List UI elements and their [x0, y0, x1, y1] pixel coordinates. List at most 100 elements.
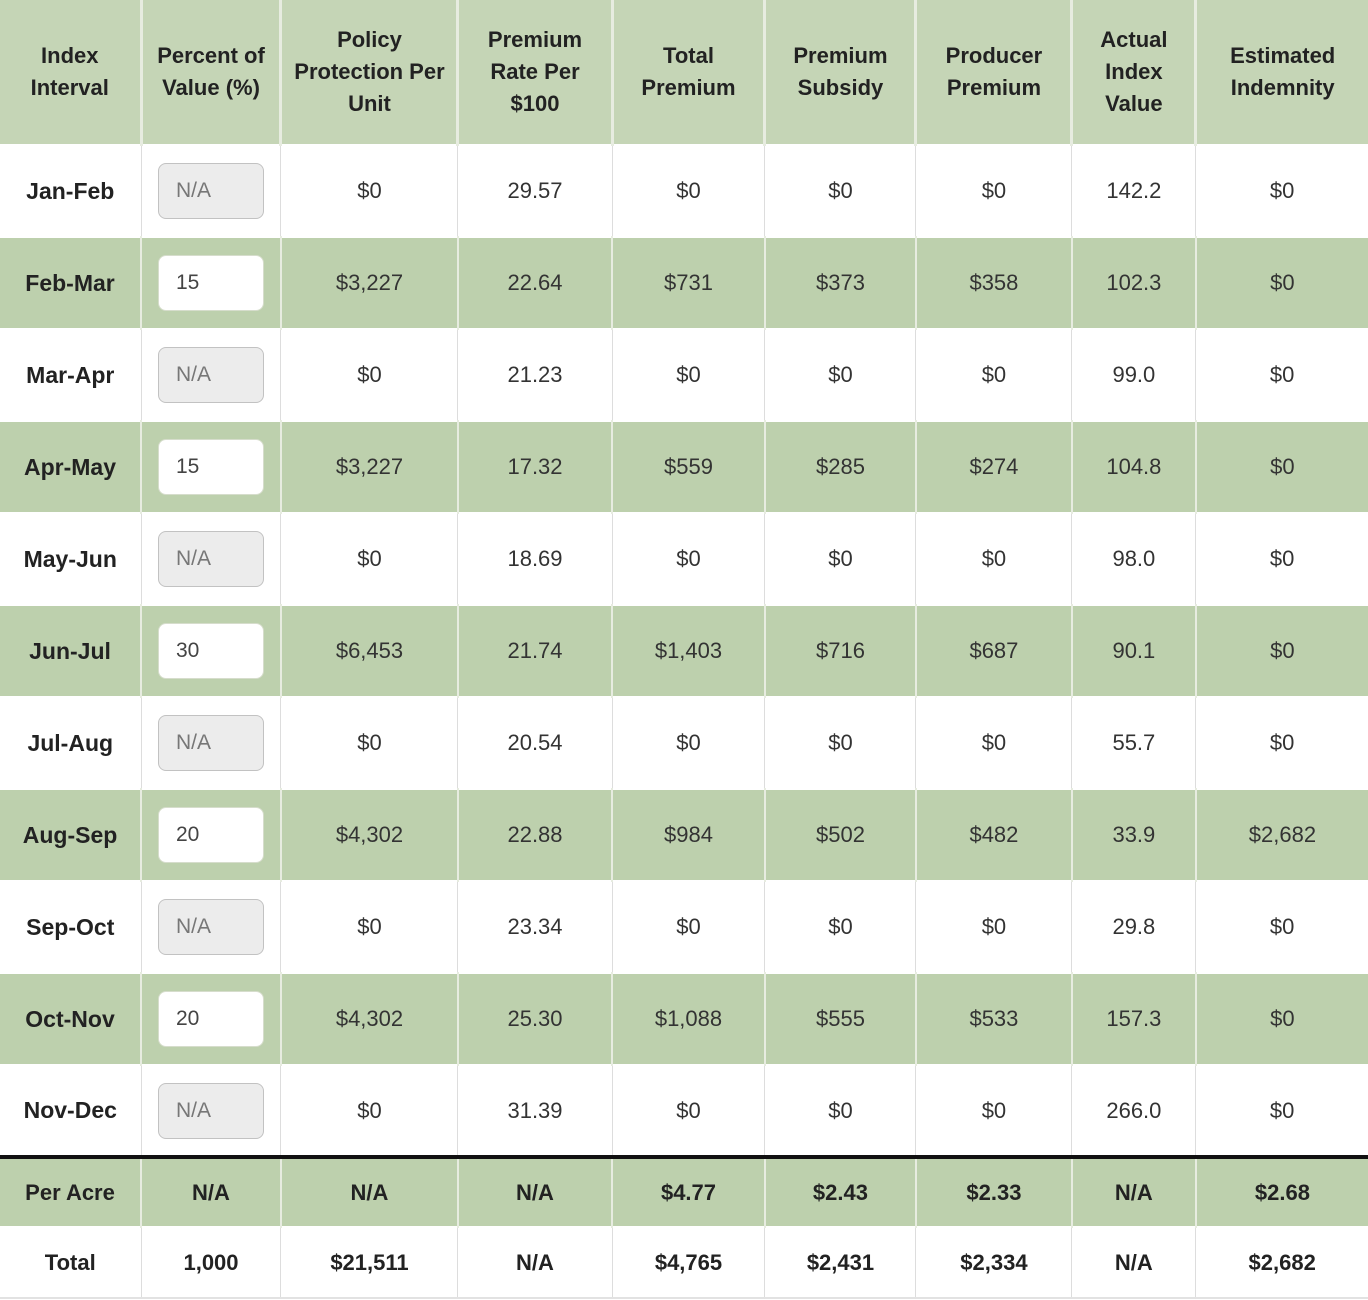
- total-premium-cell: $0: [611, 881, 765, 973]
- percent-of-value-cell: [140, 881, 281, 973]
- table-row: Jul-Aug $0 20.54 $0 $0 $0 55.7 $0: [0, 697, 1368, 789]
- table-row: Mar-Apr $0 21.23 $0 $0 $0 99.0 $0: [0, 329, 1368, 421]
- premium-subsidy-cell: $502: [763, 789, 916, 881]
- interval-label: May-Jun: [0, 513, 142, 605]
- col-header-producer-premium: Producer Premium: [914, 0, 1072, 145]
- table-header: Index Interval Percent of Value (%) Poli…: [0, 0, 1368, 145]
- percent-of-value-input: [158, 347, 264, 403]
- policy-protection-cell: $0: [280, 145, 458, 237]
- policy-protection-cell: $4,302: [279, 973, 458, 1065]
- interval-label: Aug-Sep: [0, 789, 142, 881]
- actual-index-cell: 102.3: [1070, 237, 1196, 329]
- producer-premium-cell: $2.33: [914, 1157, 1072, 1227]
- est-indemnity-cell: $0: [1194, 605, 1368, 697]
- percent-of-value-cell: [140, 1065, 281, 1157]
- premium-subsidy-cell: $0: [764, 881, 916, 973]
- premium-rate-cell: 25.30: [456, 973, 613, 1065]
- percent-of-value-input: [158, 531, 264, 587]
- premium-subsidy-cell: $2,431: [764, 1227, 916, 1298]
- total-premium-cell: $731: [611, 237, 765, 329]
- total-premium-cell: $4.77: [611, 1157, 765, 1227]
- actual-index-cell: 29.8: [1071, 881, 1196, 973]
- premium-subsidy-cell: $0: [764, 513, 916, 605]
- table-row: Jan-Feb $0 29.57 $0 $0 $0 142.2 $0: [0, 145, 1368, 237]
- producer-premium-cell: $0: [915, 145, 1072, 237]
- percent-of-value-cell: [140, 605, 281, 697]
- premium-rate-cell: 20.54: [457, 697, 613, 789]
- percent-of-value-cell: N/A: [140, 1157, 281, 1227]
- premium-subsidy-cell: $0: [764, 697, 916, 789]
- actual-index-cell: 157.3: [1070, 973, 1196, 1065]
- producer-premium-cell: $0: [915, 513, 1072, 605]
- percent-of-value-cell: [140, 329, 281, 421]
- actual-index-cell: 90.1: [1070, 605, 1196, 697]
- actual-index-cell: 55.7: [1071, 697, 1196, 789]
- total-premium-cell: $0: [611, 329, 765, 421]
- policy-protection-cell: $3,227: [279, 421, 458, 513]
- total-premium-cell: $0: [611, 145, 765, 237]
- col-header-percent-of-value: Percent of Value (%): [139, 0, 281, 145]
- percent-of-value-cell: [140, 237, 281, 329]
- table-row: Apr-May $3,227 17.32 $559 $285 $274 104.…: [0, 421, 1368, 513]
- total-premium-cell: $559: [611, 421, 765, 513]
- premium-subsidy-cell: $0: [764, 145, 916, 237]
- actual-index-cell: 98.0: [1071, 513, 1196, 605]
- premium-rate-cell: 22.88: [456, 789, 613, 881]
- interval-label: Nov-Dec: [0, 1065, 142, 1157]
- premium-subsidy-cell: $555: [763, 973, 916, 1065]
- interval-label: Oct-Nov: [0, 973, 142, 1065]
- producer-premium-cell: $482: [914, 789, 1072, 881]
- premium-subsidy-cell: $2.43: [763, 1157, 916, 1227]
- policy-protection-cell: $4,302: [279, 789, 458, 881]
- percent-of-value-input[interactable]: [158, 255, 264, 311]
- producer-premium-cell: $0: [915, 881, 1072, 973]
- premium-subsidy-cell: $0: [764, 329, 916, 421]
- table-row: Feb-Mar $3,227 22.64 $731 $373 $358 102.…: [0, 237, 1368, 329]
- premium-rate-cell: 21.23: [457, 329, 613, 421]
- actual-index-cell: 99.0: [1071, 329, 1196, 421]
- header-row: Index Interval Percent of Value (%) Poli…: [0, 0, 1368, 145]
- policy-protection-cell: $0: [280, 329, 458, 421]
- percent-of-value-cell: [140, 697, 281, 789]
- actual-index-cell: N/A: [1071, 1227, 1196, 1298]
- est-indemnity-cell: $0: [1195, 329, 1368, 421]
- policy-protection-cell: $0: [280, 881, 458, 973]
- interval-label: Sep-Oct: [0, 881, 142, 973]
- percent-of-value-cell: [140, 145, 281, 237]
- actual-index-cell: 266.0: [1071, 1065, 1196, 1157]
- premium-subsidy-cell: $0: [764, 1065, 916, 1157]
- producer-premium-cell: $533: [914, 973, 1072, 1065]
- summary-label: Total: [0, 1227, 142, 1298]
- actual-index-cell: 33.9: [1070, 789, 1196, 881]
- summary-row: Total 1,000 $21,511 N/A $4,765 $2,431 $2…: [0, 1227, 1368, 1298]
- premium-rate-cell: 29.57: [457, 145, 613, 237]
- table-row: May-Jun $0 18.69 $0 $0 $0 98.0 $0: [0, 513, 1368, 605]
- interval-label: Feb-Mar: [0, 237, 142, 329]
- percent-of-value-cell: [140, 421, 281, 513]
- total-premium-cell: $0: [611, 1065, 765, 1157]
- interval-label: Jun-Jul: [0, 605, 142, 697]
- total-premium-cell: $4,765: [611, 1227, 765, 1298]
- interval-label: Apr-May: [0, 421, 142, 513]
- total-premium-cell: $0: [611, 513, 765, 605]
- producer-premium-cell: $0: [915, 329, 1072, 421]
- percent-of-value-cell: 1,000: [140, 1227, 281, 1298]
- percent-of-value-input[interactable]: [158, 623, 264, 679]
- interval-label: Mar-Apr: [0, 329, 142, 421]
- premium-subsidy-cell: $373: [763, 237, 916, 329]
- percent-of-value-input[interactable]: [158, 439, 264, 495]
- total-premium-cell: $0: [611, 697, 765, 789]
- est-indemnity-cell: $0: [1194, 973, 1368, 1065]
- est-indemnity-cell: $2.68: [1194, 1157, 1368, 1227]
- percent-of-value-cell: [140, 513, 281, 605]
- percent-of-value-input[interactable]: [158, 807, 264, 863]
- premium-rate-cell: 23.34: [457, 881, 613, 973]
- producer-premium-cell: $687: [914, 605, 1072, 697]
- col-header-premium-subsidy: Premium Subsidy: [763, 0, 916, 145]
- percent-of-value-input[interactable]: [158, 991, 264, 1047]
- producer-premium-cell: $2,334: [915, 1227, 1072, 1298]
- actual-index-cell: N/A: [1070, 1157, 1196, 1227]
- policy-protection-cell: $0: [280, 1065, 458, 1157]
- est-indemnity-cell: $0: [1195, 697, 1368, 789]
